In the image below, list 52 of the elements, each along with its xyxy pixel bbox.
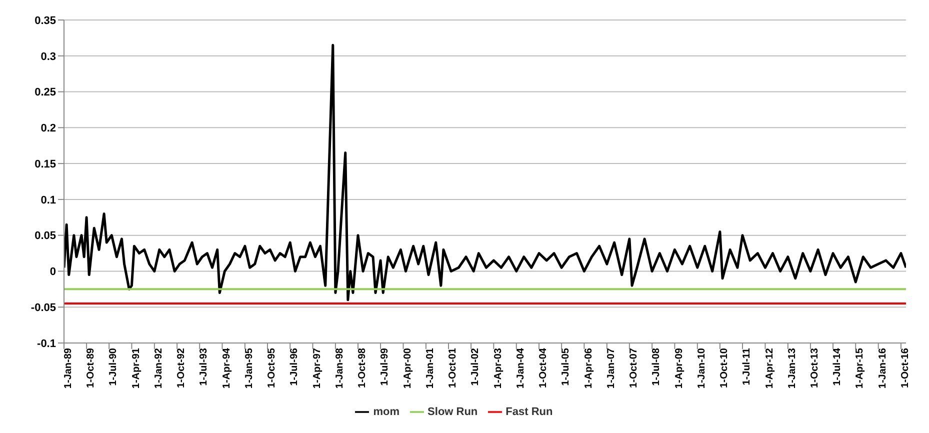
x-tick-label: 1-Oct-04 <box>538 348 550 388</box>
x-tick-label: 1-Jul-99 <box>380 348 391 386</box>
x-tick-label: 1-Jul-96 <box>289 348 300 386</box>
x-tick-label: 1-Jan-89 <box>63 348 74 389</box>
y-tick-label: 0.15 <box>34 158 56 170</box>
legend-label: mom <box>373 406 400 418</box>
y-tick-label: -0.05 <box>30 302 56 314</box>
x-tick-label: 1-Oct-01 <box>448 348 459 388</box>
x-tick-label: 1-Jan-10 <box>696 348 708 389</box>
x-tick-label: 1-Apr-00 <box>402 348 414 389</box>
x-tick-label: 1-Oct-89 <box>86 348 97 388</box>
line-series <box>64 44 906 302</box>
legend-label: Slow Run <box>428 406 478 418</box>
x-tick-label: 1-Jan-16 <box>877 348 888 389</box>
x-tick-label: 1-Jan-95 <box>244 348 256 389</box>
x-tick-label: 1-Apr-94 <box>221 348 232 389</box>
x-tick-label: 1-Apr-15 <box>854 348 866 389</box>
x-tick-label: 1-Oct-98 <box>357 348 368 388</box>
x-tick-label: 1-Oct-16 <box>900 348 912 388</box>
y-tick-label: 0.3 <box>40 50 56 63</box>
x-tick-label: 1-Oct-07 <box>628 348 640 388</box>
x-tick-label: 1-Jul-93 <box>198 348 210 386</box>
x-tick-label: 1-Jan-92 <box>154 348 165 389</box>
legend-label: Fast Run <box>506 406 553 418</box>
x-tick-label: 1-Apr-97 <box>312 348 323 389</box>
y-tick-label: 0 <box>50 266 56 278</box>
x-tick-label: 1-Oct-92 <box>176 348 188 388</box>
x-tick-label: 1-Jan-13 <box>787 348 798 389</box>
x-tick-label: 1-Oct-95 <box>266 348 278 388</box>
x-tick-label: 1-Jul-90 <box>108 348 120 386</box>
x-tick-label: 1-Jul-14 <box>832 348 844 386</box>
y-tick-label: 0.25 <box>34 86 56 99</box>
y-tick-label: 0.2 <box>40 122 56 135</box>
x-tick-label: 1-Jan-04 <box>515 348 526 389</box>
x-tick-label: 1-Apr-09 <box>674 348 685 389</box>
x-tick-label: 1-Apr-12 <box>764 348 776 389</box>
x-tick-label: 1-Jan-98 <box>334 348 346 389</box>
x-tick-label: 1-Jul-02 <box>470 348 482 386</box>
y-tick-label: 0.1 <box>40 194 56 206</box>
x-tick-label: 1-Oct-13 <box>810 348 821 388</box>
x-tick-label: 1-Apr-06 <box>583 348 594 389</box>
x-tick-label: 1-Jan-01 <box>425 348 436 389</box>
x-tick-label: 1-Oct-10 <box>719 348 730 388</box>
x-tick-label: 1-Jul-11 <box>742 348 753 386</box>
y-tick-label: 0.05 <box>34 230 56 242</box>
y-tick-label: 0.35 <box>34 14 56 27</box>
x-tick-label: 1-Apr-03 <box>492 348 504 389</box>
y-tick-label: -0.1 <box>37 338 56 350</box>
x-tick-label: 1-Jan-07 <box>606 348 617 389</box>
x-tick-label: 1-Apr-91 <box>130 348 142 389</box>
x-tick-label: 1-Jul-05 <box>560 348 572 386</box>
x-tick-label: 1-Jul-08 <box>651 348 662 386</box>
